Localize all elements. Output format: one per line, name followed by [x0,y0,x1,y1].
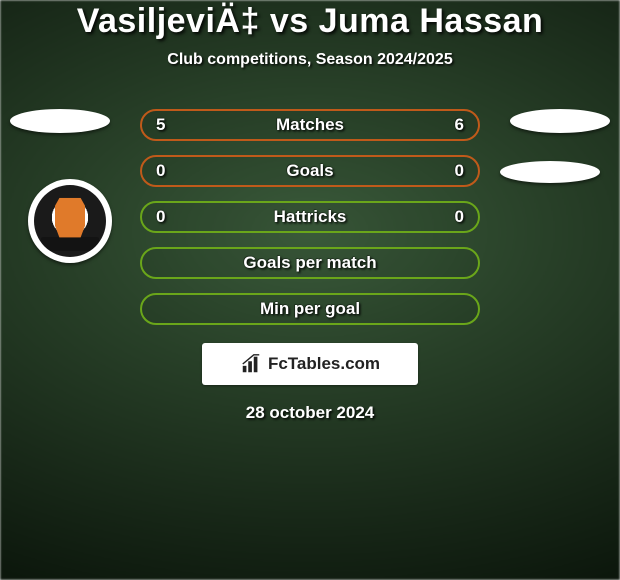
player1-club-badge [28,179,112,263]
stat-label: Min per goal [142,299,478,319]
stat-left-value: 0 [156,161,165,181]
date-label: 28 october 2024 [0,403,620,423]
stat-label: Goals [142,161,478,181]
stat-label: Hattricks [142,207,478,227]
club-crest-icon [34,185,106,257]
stat-right-value: 6 [455,115,464,135]
watermark: FcTables.com [202,343,418,385]
player1-badge-placeholder [10,109,110,133]
stat-left-value: 5 [156,115,165,135]
stat-row-goals: 0 Goals 0 [140,155,480,187]
stat-right-value: 0 [455,161,464,181]
stat-row-hattricks: 0 Hattricks 0 [140,201,480,233]
stat-row-matches: 5 Matches 6 [140,109,480,141]
bar-chart-icon [240,353,262,375]
stat-row-min-per-goal: Min per goal [140,293,480,325]
page-title: VasiljeviÄ‡ vs Juma Hassan [0,2,620,41]
watermark-text: FcTables.com [268,354,380,374]
player2-club-placeholder [500,161,600,183]
subtitle: Club competitions, Season 2024/2025 [0,51,620,69]
comparison-card: VasiljeviÄ‡ vs Juma Hassan Club competit… [0,0,620,423]
stat-label: Matches [142,115,478,135]
player2-badge-placeholder [510,109,610,133]
stat-label: Goals per match [142,253,478,273]
stat-right-value: 0 [455,207,464,227]
stat-rows: 5 Matches 6 0 Goals 0 0 Hattricks 0 Goal… [0,109,620,423]
stat-left-value: 0 [156,207,165,227]
stat-row-goals-per-match: Goals per match [140,247,480,279]
